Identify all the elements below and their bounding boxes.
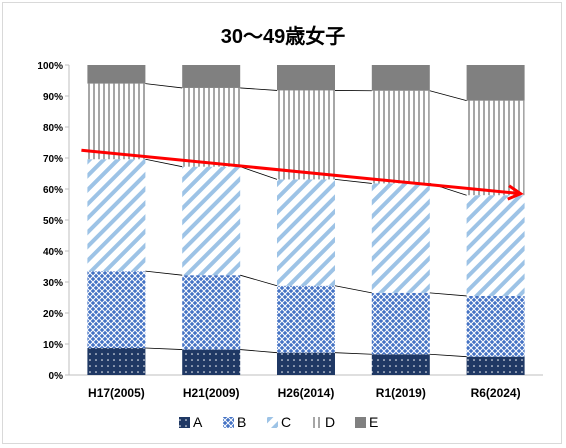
legend-swatch-e xyxy=(355,417,366,428)
trend-arrow-line xyxy=(81,148,521,196)
connector-line xyxy=(429,90,467,102)
x-tick-label: H26(2014) xyxy=(278,386,335,400)
bar-segment-c xyxy=(371,183,430,293)
connector-line xyxy=(145,158,183,168)
legend-swatch-a xyxy=(179,417,190,428)
bar-segment-d xyxy=(182,87,241,167)
connector-line xyxy=(429,353,467,358)
bar-segment-d xyxy=(87,83,146,160)
legend-swatch-b xyxy=(223,417,234,428)
y-tick-label: 40% xyxy=(43,247,63,258)
legend-label-e: E xyxy=(369,414,378,430)
bar-segment-d xyxy=(466,100,525,196)
connector-line xyxy=(240,349,278,354)
y-tick-label: 70% xyxy=(43,154,63,165)
bar-segment-a xyxy=(182,349,241,375)
connector-line xyxy=(145,347,183,350)
trend-arrow xyxy=(81,148,524,201)
bar-segment-b xyxy=(182,275,241,350)
bar-segment-e xyxy=(466,65,525,101)
bar-segment-d xyxy=(371,90,430,184)
bar-segment-c xyxy=(182,166,241,276)
bar-segment-e xyxy=(182,65,241,88)
bar-segment-e xyxy=(87,65,146,84)
bar-segment-c xyxy=(277,179,335,286)
bar-segment-b xyxy=(277,285,335,353)
y-tick-label: 10% xyxy=(43,340,63,351)
bar-segment-a xyxy=(466,356,525,375)
trend-arrow-head xyxy=(507,184,524,201)
y-tick-label: 20% xyxy=(43,309,63,320)
connector-line xyxy=(145,83,183,89)
bar-segment-e xyxy=(277,65,335,91)
y-tick-label: 50% xyxy=(43,216,63,227)
y-tick-label: 0% xyxy=(49,371,64,382)
y-tick-label: 100% xyxy=(37,61,63,72)
connector-line xyxy=(240,87,278,91)
legend-label-a: A xyxy=(193,414,203,430)
legend-swatch-d xyxy=(311,417,322,428)
connector-line xyxy=(334,178,372,184)
chart-title: 30～49歳女子 xyxy=(221,24,346,48)
y-tick-label: 90% xyxy=(43,92,63,103)
bar-segment-a xyxy=(277,352,335,375)
legend-swatch-c xyxy=(267,417,278,428)
x-tick-label: R6(2024) xyxy=(471,386,521,400)
x-axis-labels: H17(2005) H21(2009) H26(2014) R1(2019) R6(20… xyxy=(88,386,521,400)
connector-line xyxy=(429,292,467,297)
x-tick-label: H21(2009) xyxy=(183,386,240,400)
bars xyxy=(87,65,525,375)
y-tick-label: 80% xyxy=(43,123,63,134)
bar-segment-c xyxy=(466,195,525,296)
bar-segment-b xyxy=(466,295,525,357)
connector-line xyxy=(240,166,278,180)
legend-label-d: D xyxy=(325,414,335,430)
chart-frame: 30～49歳女子 0% 10% 20% 30% 40% 50% 60% 70% 80% 90% 10… xyxy=(2,2,562,444)
bar-segment-b xyxy=(371,292,430,355)
bar-segment-d xyxy=(277,90,335,180)
x-tick-label: R1(2019) xyxy=(376,386,426,400)
connector-line xyxy=(334,285,372,294)
connector-line xyxy=(145,270,183,276)
y-axis: 0% 10% 20% 30% 40% 50% 60% 70% 80% 90% 100% xyxy=(37,61,543,382)
y-tick-label: 30% xyxy=(43,278,63,289)
stacked-bar-chart: 30～49歳女子 0% 10% 20% 30% 40% 50% 60% 70% 80% 90% 10… xyxy=(37,24,543,430)
connector-line xyxy=(240,274,278,287)
connector-line xyxy=(334,352,372,355)
legend-label-b: B xyxy=(237,414,246,430)
legend-label-c: C xyxy=(281,414,291,430)
x-tick-label: H17(2005) xyxy=(88,386,145,400)
bar-segment-a xyxy=(371,354,430,375)
bar-segment-c xyxy=(87,159,146,272)
connector-lines xyxy=(145,83,467,358)
bar-segment-b xyxy=(87,271,146,349)
y-tick-label: 60% xyxy=(43,185,63,196)
bar-segment-e xyxy=(371,65,430,91)
legend: A B C D E xyxy=(179,414,378,430)
bar-segment-a xyxy=(87,348,146,375)
